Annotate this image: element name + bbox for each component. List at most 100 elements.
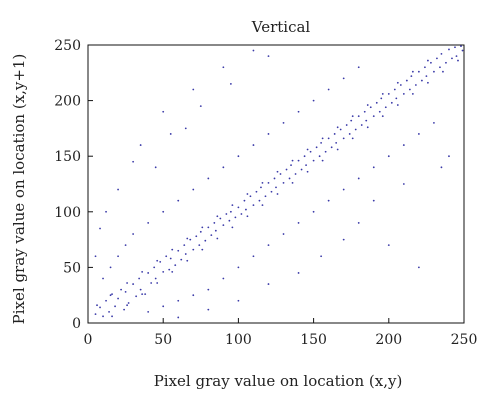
scatter-point [417,266,420,269]
scatter-point [165,255,168,258]
scatter-point [363,110,366,113]
scatter-point [387,93,390,95]
scatter-point [270,190,273,193]
x-axis-label: Pixel gray value on location (x,y) [154,372,403,390]
scatter-point [399,84,402,86]
scatter-point [276,170,279,173]
scatter-point [219,217,222,220]
scatter-point [327,137,330,140]
scatter-point [276,193,279,195]
scatter-point [324,150,327,153]
scatter-point [240,213,243,215]
scatter-point [201,248,204,251]
scatter-point [207,288,210,291]
scatter-point [184,253,187,255]
scatter-point [111,293,113,295]
scatter-point [124,244,127,247]
scatter-point [114,305,116,308]
scatter-point [387,244,390,247]
y-tick-label: 0 [72,316,81,332]
scatter-point [162,110,165,113]
scatter-point [342,238,345,241]
scatter-point [96,304,98,307]
scatter-point [297,110,300,113]
scatter-point [354,128,357,131]
x-tick-label: 100 [225,332,252,348]
scatter-point [306,148,309,151]
scatter-point [327,199,330,202]
scatter-point [424,66,426,69]
scatter-point [234,216,237,219]
scatter-point [291,159,294,162]
scatter-point [454,46,456,49]
scatter-point [192,248,195,251]
scatter-point [216,237,219,240]
scatter-point [177,299,180,302]
scatter-point [141,293,144,295]
scatter-point [351,137,354,140]
scatter-point [199,105,202,108]
scatter-point [306,170,309,173]
scatter-point [273,177,276,180]
scatter-point [396,81,399,84]
scatter-point [147,272,150,274]
scatter-point [282,121,285,124]
scatter-point [153,266,156,269]
scatter-point [156,259,159,262]
scatter-point [249,195,252,198]
scatter-point [139,144,142,146]
scatter-point [267,244,270,247]
scatter-point [396,104,399,106]
scatter-point [177,316,180,319]
scatter-point [366,104,369,106]
scatter-point [199,230,202,233]
scatter-point [184,127,187,130]
scatter-point [109,294,112,297]
scatter-point [294,173,297,175]
scatter-point [189,238,192,241]
scatter-point [442,70,444,73]
scatter-point [457,59,459,62]
scatter-point [210,234,213,237]
scatter-point [192,88,195,91]
scatter-point [267,283,270,285]
scatter-points-layer [94,45,464,319]
scatter-point [156,282,159,284]
scatter-point [366,126,369,129]
scatter-point [127,302,130,304]
scatter-point [264,195,267,198]
scatter-point [402,93,405,95]
scatter-point [445,61,447,64]
scatter-point [357,115,360,118]
scatter-point [372,166,375,169]
axis-ticks-layer: 0 50 100 150 200 250 0 50 100 150 200 250 [54,38,477,348]
scatter-point [390,101,393,104]
chart-title: Vertical [251,18,311,36]
scatter-point [99,227,101,230]
x-tick-label: 50 [154,332,172,348]
scatter-point [123,308,125,311]
scatter-point [204,239,207,242]
scatter-point [303,155,306,158]
scatter-point [117,188,119,191]
scatter-point [309,150,312,153]
scatter-point [321,159,324,162]
scatter-point [440,166,443,169]
scatter-point [258,199,261,202]
scatter-point [207,177,210,180]
scatter-point [420,79,423,82]
scatter-point [105,210,107,213]
scatter-point [267,55,270,58]
scatter-point [117,297,119,300]
scatter-point [440,53,443,55]
scatter-point [162,305,165,308]
scatter-point [335,141,338,144]
scatter-point [222,166,225,169]
scatter-point [357,66,360,69]
scatter-point [169,257,172,260]
scatter-point [427,59,429,62]
y-axis-label: Pixel gray value on location (x,y+1) [10,54,28,325]
scatter-point [288,177,291,180]
y-tick-label: 250 [54,38,81,54]
scatter-point [246,215,249,218]
